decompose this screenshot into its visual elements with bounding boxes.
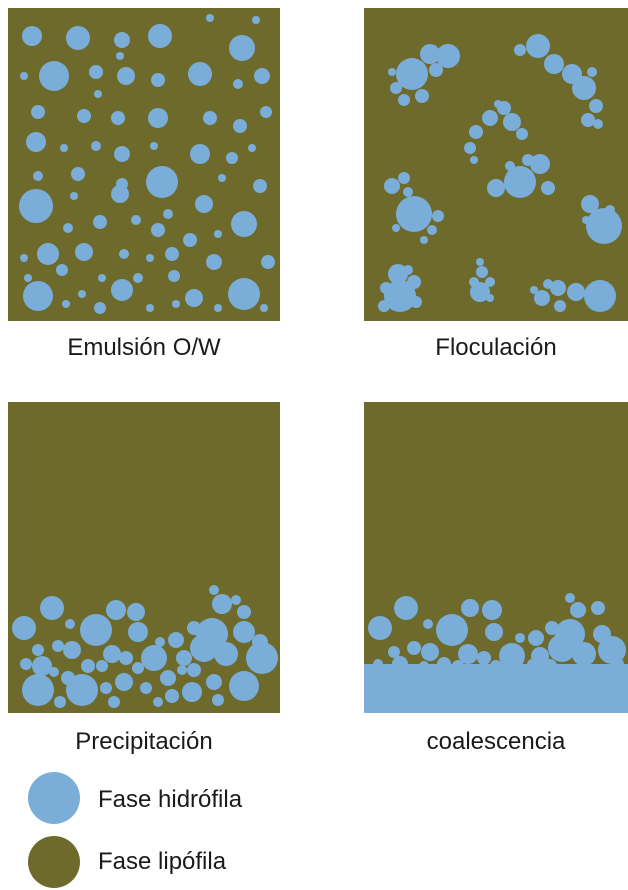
legend-hydrophilic-label: Fase hidrófila xyxy=(98,786,243,813)
droplets xyxy=(19,14,275,314)
caption-precipitation: Precipitación xyxy=(75,728,213,755)
panel-emulsion xyxy=(8,8,280,321)
precipitation-diagram xyxy=(8,402,280,713)
legend-lipophilic-swatch xyxy=(28,836,80,888)
panel-precipitation xyxy=(8,402,280,713)
caption-emulsion: Emulsión O/W xyxy=(67,334,221,361)
coalesced-droplets xyxy=(364,593,628,713)
coalescence-diagram xyxy=(364,402,628,713)
legend-lipophilic-label: Fase lipófila xyxy=(98,848,227,875)
flocculation-diagram xyxy=(364,8,628,321)
lipophilic-background xyxy=(8,8,280,321)
caption-coalescence: coalescencia xyxy=(426,728,566,755)
emulsion-diagram xyxy=(8,8,280,321)
coalesced-layer xyxy=(364,664,628,713)
panel-coalescence xyxy=(364,402,628,713)
flocs xyxy=(378,34,622,312)
sediment-droplets xyxy=(12,585,278,708)
panel-flocculation xyxy=(364,8,628,321)
legend-hydrophilic-swatch xyxy=(28,772,80,824)
caption-flocculation: Floculación xyxy=(435,334,557,361)
